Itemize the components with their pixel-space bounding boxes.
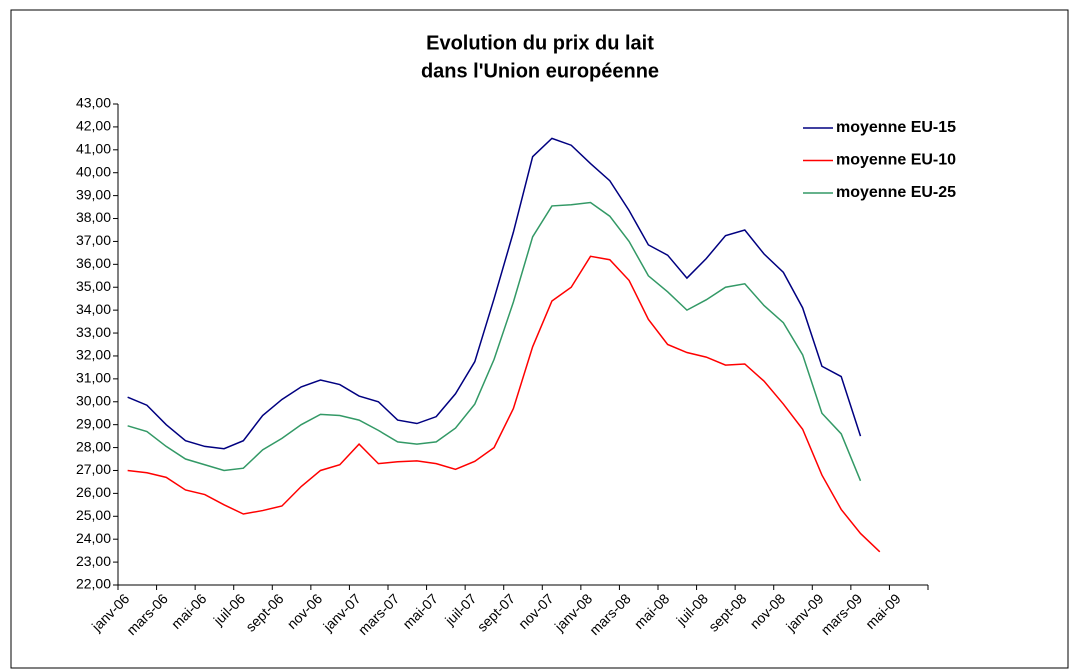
- y-tick-label: 40,00: [76, 163, 111, 179]
- y-tick-label: 32,00: [76, 347, 111, 363]
- y-tick-label: 29,00: [76, 415, 111, 431]
- y-tick-label: 38,00: [76, 209, 111, 225]
- chart-frame: [10, 9, 1069, 669]
- series-line: [127, 201, 862, 482]
- legend-label: moyenne EU-25: [836, 184, 956, 201]
- series-line: [127, 255, 881, 553]
- y-tick-label: 43,00: [76, 95, 111, 111]
- y-tick-label: 22,00: [76, 576, 111, 592]
- y-tick-label: 41,00: [76, 141, 111, 157]
- y-tick-label: 30,00: [76, 392, 111, 408]
- y-tick-label: 23,00: [76, 553, 111, 569]
- legend-label: moyenne EU-10: [836, 152, 956, 169]
- y-tick-label: 27,00: [76, 461, 111, 477]
- y-tick-label: 33,00: [76, 324, 111, 340]
- y-tick-label: 42,00: [76, 118, 111, 134]
- y-tick-label: 26,00: [76, 484, 111, 500]
- y-tick-label: 37,00: [76, 232, 111, 248]
- chart-title: dans l'Union européenne: [421, 60, 659, 82]
- y-tick-label: 25,00: [76, 507, 111, 523]
- series-line: [127, 137, 862, 450]
- y-tick-label: 39,00: [76, 186, 111, 202]
- chart-title: Evolution du prix du lait: [426, 32, 654, 54]
- y-tick-label: 24,00: [76, 530, 111, 546]
- y-tick-label: 28,00: [76, 438, 111, 454]
- legend-label: moyenne EU-15: [836, 119, 956, 136]
- y-tick-label: 31,00: [76, 370, 111, 386]
- y-tick-label: 34,00: [76, 301, 111, 317]
- y-tick-label: 36,00: [76, 255, 111, 271]
- y-tick-label: 35,00: [76, 278, 111, 294]
